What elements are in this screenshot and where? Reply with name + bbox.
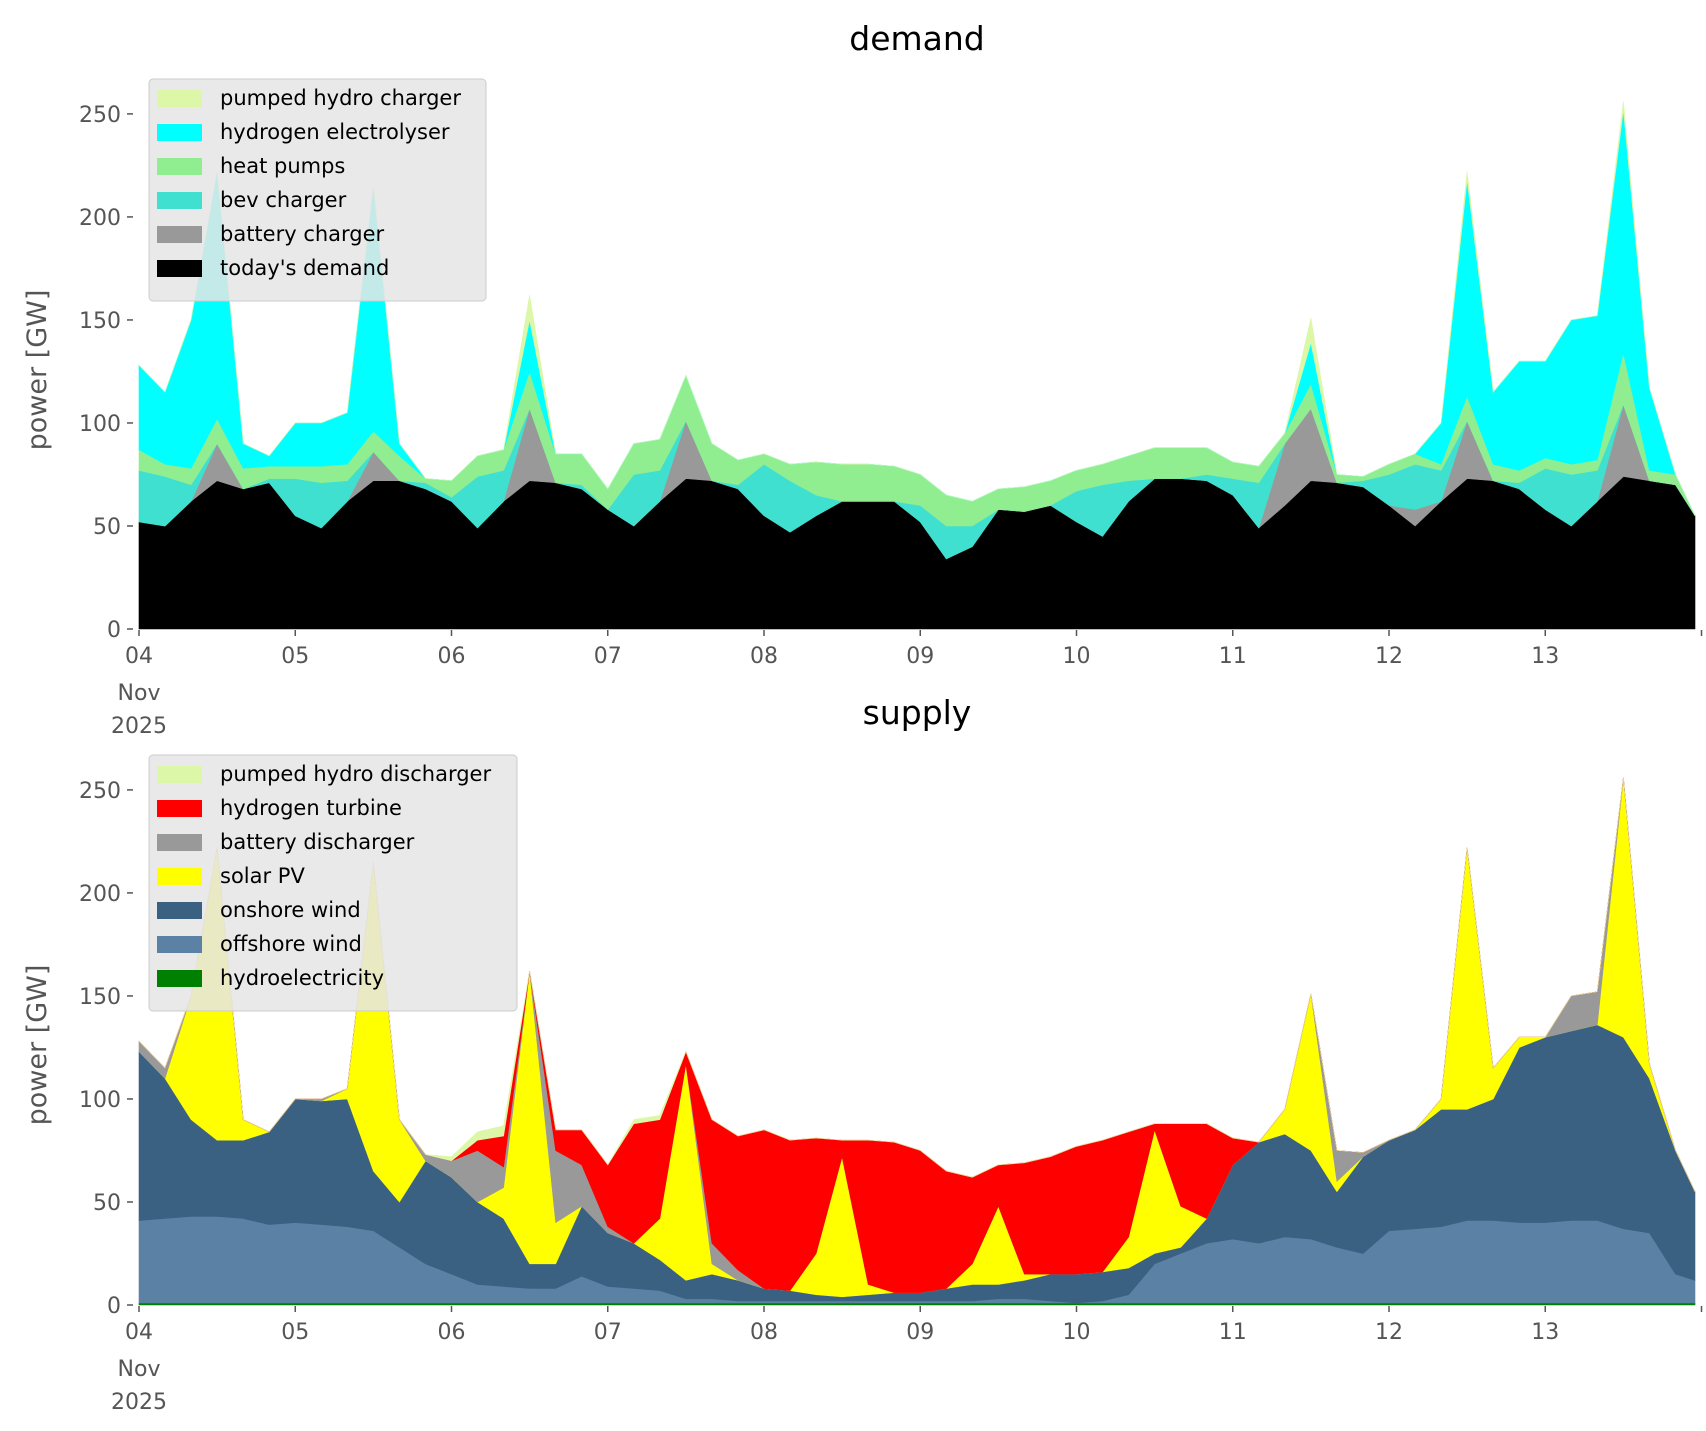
legend-label-hydrogen-turbine: hydrogen turbine bbox=[220, 796, 402, 820]
legend-frame bbox=[148, 754, 518, 1012]
supply-y-axis-label: power [GW] bbox=[22, 965, 53, 1126]
legend-swatch-solar-pv bbox=[157, 868, 202, 885]
legend-swatch-bev-charger bbox=[157, 192, 202, 209]
legend-swatch-today-s-demand bbox=[157, 260, 202, 277]
legend-swatch-hydrogen-turbine bbox=[157, 800, 202, 817]
x-tick-label: 08 bbox=[750, 644, 778, 669]
x-tick-label: 10 bbox=[1063, 644, 1091, 669]
y-tick-label: 50 bbox=[93, 515, 121, 540]
legend-label-hydrogen-electrolyser: hydrogen electrolyser bbox=[220, 120, 450, 144]
supply-panel: supply power [GW] 05010015020025004Nov20… bbox=[22, 693, 1703, 1415]
x-tick-label: 09 bbox=[906, 644, 934, 669]
y-tick-label: 250 bbox=[79, 779, 121, 804]
x-tick-label: 12 bbox=[1375, 644, 1403, 669]
legend-swatch-heat-pumps bbox=[157, 158, 202, 175]
x-tick-label: 04 bbox=[125, 1320, 153, 1345]
legend-label-solar-pv: solar PV bbox=[220, 864, 305, 888]
legend-label-battery-charger: battery charger bbox=[220, 222, 385, 246]
x-tick-label: 12 bbox=[1375, 1320, 1403, 1345]
legend-swatch-onshore-wind bbox=[157, 902, 202, 919]
y-tick-label: 50 bbox=[93, 1191, 121, 1216]
area-hydroelectricity bbox=[138, 1302, 1696, 1306]
legend-label-pumped-hydro-discharger: pumped hydro discharger bbox=[220, 762, 491, 786]
x-tick-label: 04 bbox=[125, 644, 153, 669]
legend-label-hydroelectricity: hydroelectricity bbox=[220, 966, 384, 990]
x-tick-label: 06 bbox=[438, 1320, 466, 1345]
x-tick-label: 08 bbox=[750, 1320, 778, 1345]
legend-swatch-battery-charger bbox=[157, 226, 202, 243]
legend-frame bbox=[148, 78, 487, 302]
demand-panel: demand power [GW] 05010015020025004Nov20… bbox=[22, 19, 1703, 739]
legend-label-pumped-hydro-charger: pumped hydro charger bbox=[220, 86, 461, 110]
y-tick-label: 150 bbox=[79, 985, 121, 1010]
x-tick-label: 05 bbox=[281, 644, 309, 669]
y-tick-label: 150 bbox=[79, 309, 121, 334]
demand-legend: pumped hydro charger hydrogen electrolyse… bbox=[148, 78, 487, 302]
x-tick-label: 07 bbox=[594, 1320, 622, 1345]
x-tick-label: 11 bbox=[1219, 1320, 1247, 1345]
demand-y-axis-label: power [GW] bbox=[22, 290, 53, 451]
supply-legend: pumped hydro discharger hydrogen turbine b… bbox=[148, 754, 518, 1012]
legend-swatch-battery-discharger bbox=[157, 834, 202, 851]
legend-swatch-offshore-wind bbox=[157, 936, 202, 953]
legend-label-today-s-demand: today's demand bbox=[220, 256, 389, 280]
supply-chart-title: supply bbox=[863, 693, 972, 732]
x-tick-label: 10 bbox=[1063, 1320, 1091, 1345]
y-tick-label: 0 bbox=[107, 618, 121, 643]
y-tick-label: 100 bbox=[79, 412, 121, 437]
x-tick-sublabel: 2025 bbox=[111, 1390, 167, 1415]
x-tick-sublabel: 2025 bbox=[111, 714, 167, 739]
y-tick-label: 200 bbox=[79, 206, 121, 231]
area-pumped-hydro-charger bbox=[138, 101, 1696, 516]
y-tick-label: 200 bbox=[79, 882, 121, 907]
legend-label-heat-pumps: heat pumps bbox=[220, 154, 345, 178]
y-tick-label: 100 bbox=[79, 1088, 121, 1113]
y-tick-label: 250 bbox=[79, 103, 121, 128]
x-tick-label: 07 bbox=[594, 644, 622, 669]
legend-swatch-pumped-hydro-discharger bbox=[157, 766, 202, 783]
x-tick-label: 09 bbox=[906, 1320, 934, 1345]
x-tick-label: 11 bbox=[1219, 644, 1247, 669]
legend-label-battery-discharger: battery discharger bbox=[220, 830, 415, 854]
legend-label-offshore-wind: offshore wind bbox=[220, 932, 362, 956]
legend-label-bev-charger: bev charger bbox=[220, 188, 347, 212]
x-tick-sublabel: Nov bbox=[118, 1357, 161, 1382]
supply-areas bbox=[138, 777, 1696, 1306]
x-tick-label: 13 bbox=[1531, 644, 1559, 669]
legend-swatch-pumped-hydro-charger bbox=[157, 90, 202, 107]
x-tick-label: 06 bbox=[438, 644, 466, 669]
legend-swatch-hydroelectricity bbox=[157, 970, 202, 987]
area-pumped-hydro-discharger bbox=[138, 777, 1696, 1192]
legend-swatch-hydrogen-electrolyser bbox=[157, 124, 202, 141]
demand-chart-title: demand bbox=[849, 19, 984, 58]
y-tick-label: 0 bbox=[107, 1294, 121, 1319]
x-tick-label: 13 bbox=[1531, 1320, 1559, 1345]
legend-label-onshore-wind: onshore wind bbox=[220, 898, 361, 922]
x-tick-label: 05 bbox=[281, 1320, 309, 1345]
demand-areas bbox=[138, 101, 1696, 630]
x-tick-sublabel: Nov bbox=[118, 681, 161, 706]
